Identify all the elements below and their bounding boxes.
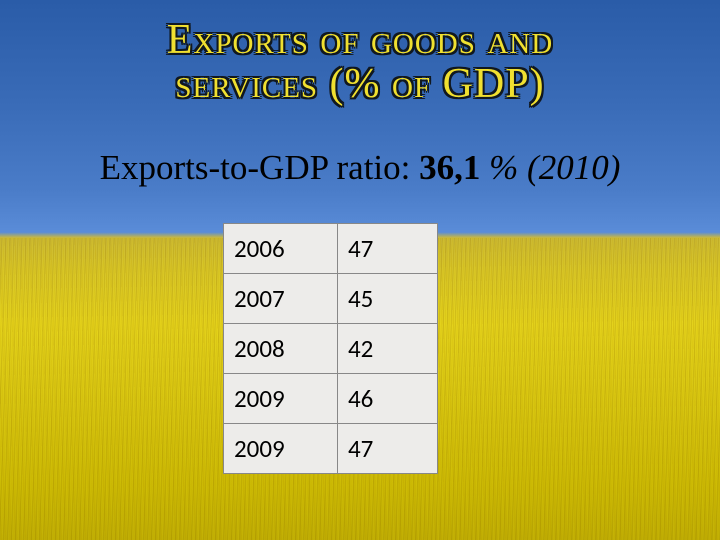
value-cell: 42 (338, 324, 438, 374)
subtitle-value: 36,1 (419, 148, 480, 187)
table-row: 200842 (224, 324, 438, 374)
year-cell: 2009 (224, 424, 338, 474)
exports-table-body: 200647200745200842200946200947 (224, 224, 438, 474)
year-cell: 2009 (224, 374, 338, 424)
subtitle-year: (2010) (527, 148, 620, 187)
slide-subtitle: Exports-to-GDP ratio: 36,1 % (2010) (0, 148, 720, 188)
table-row: 200947 (224, 424, 438, 474)
year-cell: 2006 (224, 224, 338, 274)
slide-title: Exports of goods and services (% of GDP) (0, 18, 720, 106)
table-row: 200745 (224, 274, 438, 324)
exports-table: 200647200745200842200946200947 (223, 223, 438, 474)
value-cell: 45 (338, 274, 438, 324)
table-row: 200946 (224, 374, 438, 424)
year-cell: 2008 (224, 324, 338, 374)
title-line-2: services (% of GDP) (175, 61, 544, 107)
value-cell: 46 (338, 374, 438, 424)
subtitle-percent: % (480, 148, 527, 187)
title-line-1: Exports of goods and (167, 17, 553, 63)
value-cell: 47 (338, 424, 438, 474)
year-cell: 2007 (224, 274, 338, 324)
value-cell: 47 (338, 224, 438, 274)
slide: Exports of goods and services (% of GDP)… (0, 0, 720, 540)
subtitle-prefix: Exports-to-GDP ratio: (100, 148, 420, 187)
table-row: 200647 (224, 224, 438, 274)
